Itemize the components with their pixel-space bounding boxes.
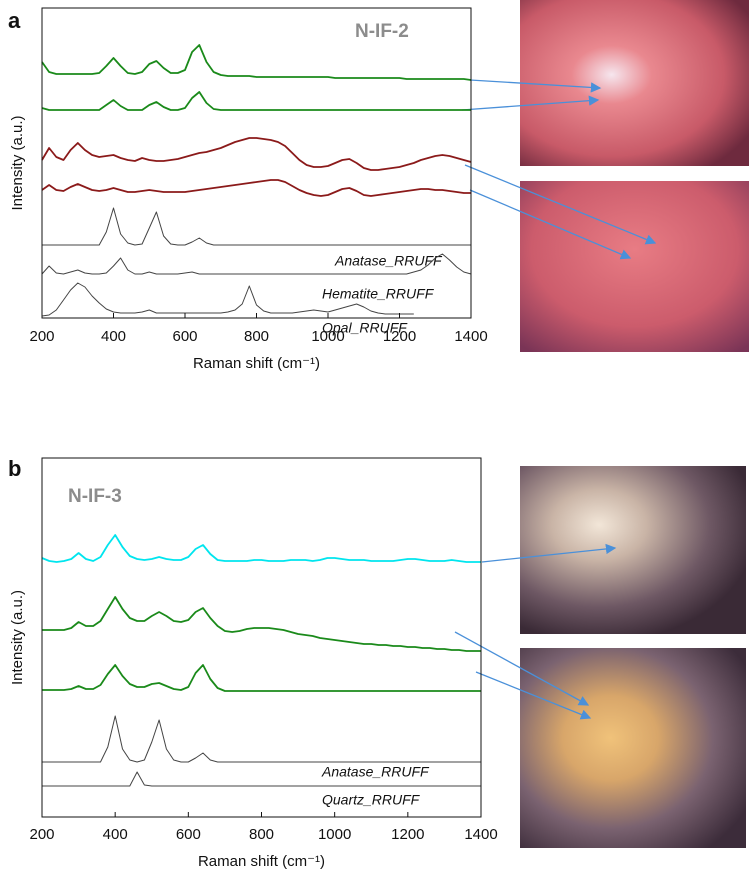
plot-frame [41, 457, 482, 818]
x-tick-label: 600 [172, 328, 197, 345]
spectrum [41, 137, 472, 171]
spectrum [41, 179, 471, 197]
spectrum [41, 253, 472, 275]
x-axis-label: Raman shift (cm⁻¹) [193, 355, 320, 372]
panel-label: a [8, 8, 21, 33]
x-tick-label: 400 [101, 328, 126, 345]
x-tick-label: 200 [29, 328, 54, 345]
micrograph [520, 648, 746, 848]
x-tick-label: 1400 [464, 826, 497, 843]
micrograph [520, 0, 749, 166]
sample-label: N-IF-2 [355, 21, 409, 42]
reference-label: Hematite_RRUFF [322, 286, 435, 302]
reference-label: Opal_RRUFF [322, 320, 408, 336]
y-axis-label: Intensity (a.u.) [9, 115, 26, 210]
reference-label: Anatase_RRUFF [334, 253, 443, 269]
x-tick-label: 1200 [391, 826, 424, 843]
x-tick-label: 200 [29, 826, 54, 843]
x-tick-label: 800 [244, 328, 269, 345]
x-tick-label: 400 [103, 826, 128, 843]
x-tick-label: 1000 [318, 826, 351, 843]
spectrum [41, 44, 472, 81]
sample-label: N-IF-3 [68, 486, 122, 507]
spectrum [41, 91, 471, 111]
spectrum [42, 771, 481, 787]
x-tick-label: 800 [249, 826, 274, 843]
panel-label: b [8, 456, 21, 481]
y-axis-label: Intensity (a.u.) [9, 590, 26, 685]
x-axis-label: Raman shift (cm⁻¹) [198, 853, 325, 870]
reference-label: Quartz_RRUFF [322, 792, 421, 808]
x-tick-label: 1400 [454, 328, 487, 345]
spectrum [41, 282, 414, 317]
spectrum [42, 596, 481, 652]
spectrum [41, 534, 481, 563]
reference-label: Anatase_RRUFF [321, 764, 430, 780]
x-tick-label: 600 [176, 826, 201, 843]
micrograph [520, 466, 746, 634]
x-tick-label: 1200 [383, 328, 416, 345]
spectrum [42, 664, 481, 692]
arrows [454, 79, 657, 720]
spectrum [42, 715, 481, 763]
x-tick-label: 1000 [311, 328, 344, 345]
micrograph [520, 181, 749, 352]
spectrum [42, 207, 471, 246]
plot-frame [41, 7, 472, 319]
